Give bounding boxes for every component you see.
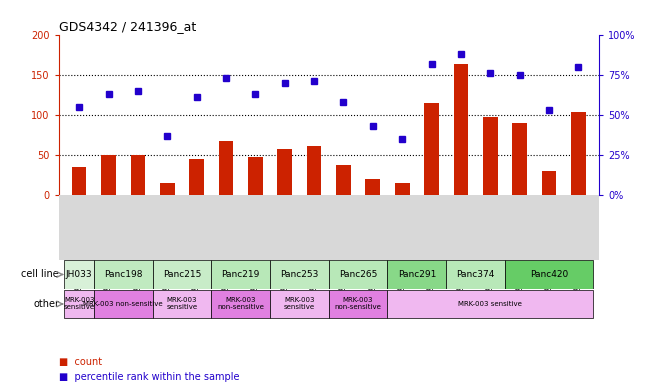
- Bar: [336, 165, 351, 195]
- Text: JH033: JH033: [66, 270, 92, 279]
- Bar: [72, 167, 87, 195]
- Bar: [64, 290, 94, 318]
- Bar: [512, 123, 527, 195]
- Bar: [277, 149, 292, 195]
- Bar: [270, 260, 329, 289]
- Bar: [160, 183, 174, 195]
- Text: Panc374: Panc374: [456, 270, 495, 279]
- Bar: [212, 260, 270, 289]
- Bar: [64, 260, 94, 289]
- Bar: [94, 260, 152, 289]
- Text: Panc198: Panc198: [104, 270, 143, 279]
- Text: MRK-003 sensitive: MRK-003 sensitive: [458, 301, 522, 307]
- Bar: [483, 118, 497, 195]
- Text: Panc253: Panc253: [280, 270, 318, 279]
- Text: Panc291: Panc291: [398, 270, 436, 279]
- Bar: [101, 155, 116, 195]
- Bar: [387, 260, 446, 289]
- Text: Panc219: Panc219: [221, 270, 260, 279]
- Bar: [307, 146, 322, 195]
- Bar: [329, 290, 387, 318]
- Bar: [395, 183, 409, 195]
- Bar: [365, 179, 380, 195]
- Bar: [571, 112, 586, 195]
- Bar: [505, 260, 593, 289]
- Bar: [248, 157, 263, 195]
- Text: Panc420: Panc420: [530, 270, 568, 279]
- Bar: [152, 260, 212, 289]
- Text: GDS4342 / 241396_at: GDS4342 / 241396_at: [59, 20, 196, 33]
- Text: MRK-003
sensitive: MRK-003 sensitive: [64, 298, 94, 311]
- Text: MRK-003 non-sensitive: MRK-003 non-sensitive: [83, 301, 163, 307]
- Bar: [131, 155, 145, 195]
- Text: MRK-003
non-sensitive: MRK-003 non-sensitive: [335, 298, 381, 311]
- Bar: [387, 290, 593, 318]
- Bar: [454, 64, 468, 195]
- Text: ■  percentile rank within the sample: ■ percentile rank within the sample: [59, 372, 239, 382]
- Text: Panc215: Panc215: [163, 270, 201, 279]
- Text: cell line: cell line: [21, 270, 59, 280]
- Bar: [424, 103, 439, 195]
- Bar: [212, 290, 270, 318]
- Text: MRK-003
non-sensitive: MRK-003 non-sensitive: [217, 298, 264, 311]
- Text: MRK-003
sensitive: MRK-003 sensitive: [167, 298, 197, 311]
- Bar: [270, 290, 329, 318]
- Bar: [446, 260, 505, 289]
- Bar: [329, 260, 387, 289]
- Bar: [94, 290, 152, 318]
- Bar: [219, 141, 233, 195]
- Bar: [542, 171, 557, 195]
- Text: ■  count: ■ count: [59, 357, 102, 367]
- Text: MRK-003
sensitive: MRK-003 sensitive: [284, 298, 315, 311]
- Bar: [152, 290, 212, 318]
- Bar: [189, 159, 204, 195]
- Text: Panc265: Panc265: [339, 270, 378, 279]
- Text: other: other: [33, 299, 59, 309]
